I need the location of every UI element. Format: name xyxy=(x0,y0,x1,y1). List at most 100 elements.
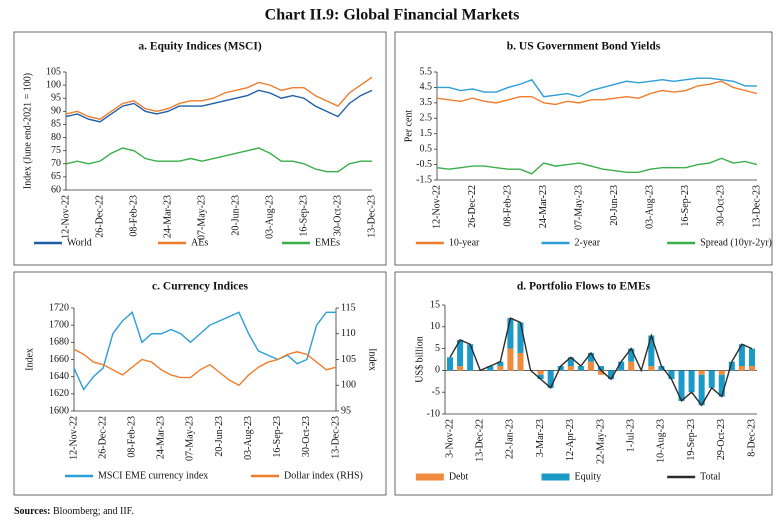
bar xyxy=(738,344,745,367)
x-tick-label: 20-Jun-23 xyxy=(609,185,620,226)
legend-label: Total xyxy=(700,471,721,482)
y-tick-label: 4.5 xyxy=(420,82,433,93)
x-tick-label: 16-Sep-23 xyxy=(298,195,309,237)
panel-frame xyxy=(394,271,773,496)
x-tick-label: 13-Dec-23 xyxy=(330,416,341,459)
y2-tick-label: 110 xyxy=(341,328,356,339)
x-tick-label: 13-Dec-22 xyxy=(475,419,486,462)
x-tick-label: 3-Mar-23 xyxy=(535,419,546,457)
panel-frame xyxy=(13,271,387,496)
y-tick-label: 0 xyxy=(435,365,440,376)
bar xyxy=(457,339,464,367)
y-tick-label: 75 xyxy=(51,145,61,156)
y-tick-label: 100 xyxy=(46,79,61,90)
bar xyxy=(507,348,514,371)
series-line xyxy=(65,147,372,173)
legend-label: Debt xyxy=(449,471,469,482)
legend-swatch xyxy=(415,473,444,481)
bar xyxy=(567,357,574,367)
y-tick-label: 1700 xyxy=(49,319,69,330)
x-tick-label: 26-Dec-22 xyxy=(467,185,478,228)
bar xyxy=(718,370,725,375)
main-title: Chart II.9: Global Financial Markets xyxy=(265,7,520,24)
bar xyxy=(487,366,494,371)
x-tick-label: 12-Nov-22 xyxy=(60,195,71,239)
y-tick-label: 1660 xyxy=(49,354,69,365)
x-tick-label: 16-Sep-23 xyxy=(272,416,283,458)
bar xyxy=(728,361,735,371)
series-line xyxy=(436,157,758,175)
sources-label: Sources: xyxy=(14,506,50,517)
x-tick-label: 24-Mar-23 xyxy=(538,185,549,228)
y-tick-label: 85 xyxy=(51,119,61,130)
bar xyxy=(597,370,605,375)
y-tick-label: 0.5 xyxy=(420,143,433,154)
panel-title: c. Currency Indices xyxy=(152,281,248,293)
x-tick-label: 16-Sep-23 xyxy=(680,185,691,227)
legend-label: Spread (10yr-2yr) xyxy=(700,237,772,248)
x-tick-label: 30-Oct-23 xyxy=(332,195,343,236)
bar xyxy=(698,370,705,375)
legend-swatch xyxy=(541,473,570,481)
x-tick-label: 13-Dec-23 xyxy=(751,185,762,228)
legend-label: EMEs xyxy=(315,237,340,248)
legend-label: MSCI EME currency index xyxy=(98,470,208,481)
bar xyxy=(658,366,665,371)
x-tick-label: 08-Feb-23 xyxy=(127,416,138,458)
panel-title: b. US Government Bond Yields xyxy=(507,41,661,53)
bar xyxy=(668,370,675,380)
y-tick-label: 1640 xyxy=(49,371,69,382)
y-tick-label: 2.5 xyxy=(420,113,433,124)
y-tick-label: 1720 xyxy=(49,302,69,313)
y-tick-label: 3.5 xyxy=(420,97,433,108)
x-tick-label: 29-Oct-23 xyxy=(716,419,727,460)
bar xyxy=(748,348,755,367)
bar xyxy=(587,352,594,362)
y-tick-label: 5 xyxy=(435,343,440,354)
bar xyxy=(628,361,635,371)
x-tick-label: 12-Apr-23 xyxy=(565,419,576,461)
x-tick-label: 3-Nov-22 xyxy=(444,419,455,458)
x-tick-label: 20-Jun-23 xyxy=(214,416,225,457)
bar xyxy=(507,318,514,349)
y-tick-label: 60 xyxy=(51,184,61,195)
bar xyxy=(748,366,755,371)
y-tick-label: 10 xyxy=(430,321,440,332)
x-tick-label: 24-Mar-23 xyxy=(156,416,167,459)
y-tick-label: 65 xyxy=(51,171,61,182)
legend-label: 10-year xyxy=(449,237,480,248)
legend-label: Dollar index (RHS) xyxy=(284,470,363,481)
y2-tick-label: 95 xyxy=(341,405,351,416)
y2-tick-label: 115 xyxy=(341,302,356,313)
series-line xyxy=(65,89,373,123)
y-tick-label: 95 xyxy=(51,93,61,104)
y-axis-label: Index (June end-2021 = 100) xyxy=(22,73,33,189)
bar xyxy=(648,335,655,367)
series-line xyxy=(436,80,758,106)
x-tick-label: 12-Nov-22 xyxy=(431,185,442,229)
panel-title: d. Portfolio Flows to EMEs xyxy=(517,281,651,293)
x-tick-label: 07-May-23 xyxy=(185,416,196,461)
y-axis-label: Index xyxy=(24,348,35,371)
y-axis-label: US$ billion xyxy=(414,336,425,382)
series-line xyxy=(449,317,753,407)
x-tick-label: 13-Dec-23 xyxy=(366,195,377,238)
bar xyxy=(678,370,685,401)
bar xyxy=(567,366,574,371)
bar xyxy=(648,366,655,371)
bar xyxy=(467,344,474,371)
x-tick-label: 30-Oct-23 xyxy=(301,416,312,457)
bar xyxy=(698,374,705,406)
legend-label: 2-year xyxy=(575,237,601,248)
panel-frame xyxy=(394,31,773,266)
series-line xyxy=(437,77,757,98)
bar xyxy=(497,361,504,367)
x-tick-label: 03-Aug-23 xyxy=(264,195,275,239)
x-tick-label: 12-Nov-22 xyxy=(68,416,79,460)
x-tick-label: 07-May-23 xyxy=(574,185,585,230)
sources-text: Bloomberg; and IIF. xyxy=(53,506,134,517)
panel-title: a. Equity Indices (MSCI) xyxy=(138,41,261,53)
y-tick-label: -0.5 xyxy=(416,159,432,170)
y-tick-label: 70 xyxy=(51,158,61,169)
bar xyxy=(628,348,635,362)
